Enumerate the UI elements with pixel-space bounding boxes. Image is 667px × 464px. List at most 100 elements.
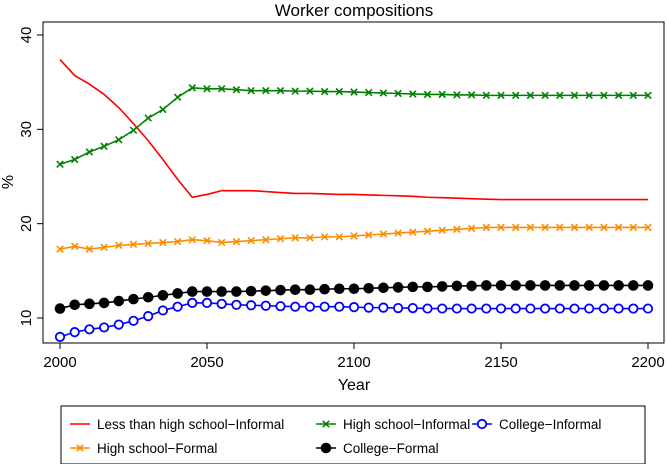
data-point: [436, 281, 448, 292]
data-point: [99, 322, 110, 333]
data-point: [304, 301, 315, 312]
data-point: [644, 91, 652, 100]
series-3: [54, 297, 654, 342]
data-point: [172, 288, 183, 299]
data-point: [276, 234, 285, 243]
data-point: [54, 303, 66, 314]
data-point: [128, 293, 139, 305]
data-point: [541, 223, 549, 232]
data-point: [157, 305, 168, 316]
data-point: [629, 223, 638, 232]
data-point: [113, 319, 124, 330]
x-tick-label: 2050: [190, 354, 223, 371]
data-point: [217, 85, 226, 93]
legend-box: [60, 405, 646, 464]
data-point: [348, 302, 360, 313]
data-point: [232, 237, 241, 246]
data-point: [290, 301, 301, 312]
data-point: [481, 303, 492, 314]
data-point: [378, 282, 389, 294]
data-point: [84, 298, 95, 310]
data-point: [467, 91, 476, 99]
y-tick-label: 20: [18, 215, 35, 232]
data-point: [394, 89, 402, 98]
data-point: [466, 303, 477, 314]
data-point: [423, 227, 432, 235]
data-point: [569, 303, 580, 314]
data-point: [613, 303, 624, 314]
data-point: [304, 284, 316, 296]
data-point: [350, 232, 358, 240]
data-point: [495, 280, 507, 291]
data-point: [172, 301, 183, 312]
data-point: [438, 90, 446, 99]
data-point: [481, 280, 492, 291]
data-point: [628, 280, 639, 291]
data-point: [275, 284, 286, 296]
data-point: [453, 225, 461, 234]
data-point: [306, 87, 314, 95]
y-tick-label: 10: [18, 310, 35, 327]
data-point: [203, 236, 211, 245]
data-point: [320, 87, 329, 96]
data-point: [260, 300, 271, 311]
data-point: [129, 240, 138, 249]
data-point: [363, 302, 374, 313]
data-point: [143, 311, 154, 322]
data-point: [584, 303, 595, 314]
data-point: [453, 91, 461, 99]
data-point: [335, 233, 344, 241]
data-point: [262, 86, 270, 95]
data-point: [613, 280, 624, 291]
data-point: [129, 126, 138, 135]
data-point: [554, 280, 566, 291]
data-point: [526, 91, 535, 100]
x-axis: 2000 2050 2100 2150 2200: [43, 343, 665, 371]
data-point: [642, 280, 654, 291]
data-point: [409, 228, 417, 236]
data-point: [276, 86, 285, 95]
data-point: [525, 303, 536, 314]
legend-item: Less than high school−Informal: [70, 417, 284, 432]
data-point: [482, 223, 491, 232]
data-point: [157, 290, 169, 301]
data-point: [247, 86, 255, 95]
chart-title: Worker compositions: [275, 1, 433, 20]
legend-item: College−Informal: [472, 417, 601, 432]
series-layer: [54, 58, 654, 342]
data-point: [85, 148, 94, 156]
data-point: [69, 299, 80, 311]
data-point: [115, 241, 123, 250]
legend: Less than high school−Informal High schoo…: [70, 417, 601, 456]
legend-label: College−Formal: [343, 441, 439, 456]
data-point: [600, 91, 608, 100]
data-point: [201, 286, 213, 297]
series-1: [59, 58, 648, 201]
data-point: [570, 223, 579, 232]
data-point: [85, 245, 94, 253]
data-point: [232, 85, 241, 94]
legend-swatch-marker: [322, 420, 330, 428]
data-point: [407, 302, 418, 314]
data-point: [451, 303, 462, 314]
data-point: [56, 245, 64, 253]
x-tick-label: 2100: [337, 354, 370, 371]
data-point: [188, 84, 197, 92]
data-point: [598, 280, 610, 291]
data-point: [231, 299, 242, 310]
data-point: [407, 281, 419, 293]
data-point: [142, 291, 154, 303]
data-point: [466, 280, 477, 292]
data-point: [569, 280, 580, 291]
data-point: [628, 303, 639, 314]
legend-swatch-marker: [476, 418, 488, 430]
data-point: [510, 280, 522, 291]
legend-item: High school−Informal: [316, 417, 470, 432]
data-point: [335, 87, 344, 96]
data-point: [84, 324, 95, 335]
legend-item: High school−Formal: [70, 441, 217, 456]
data-point: [392, 302, 404, 314]
data-point: [144, 114, 152, 122]
data-point: [379, 230, 388, 238]
